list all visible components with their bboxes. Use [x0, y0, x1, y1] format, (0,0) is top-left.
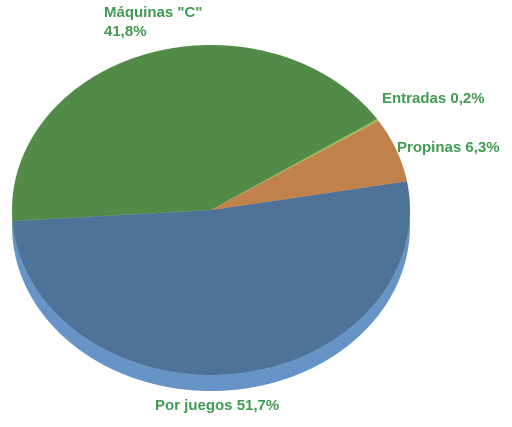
slice-label: Por juegos 51,7%	[155, 397, 279, 414]
value-label: 51,7%	[237, 397, 280, 414]
category-label: Por juegos	[155, 397, 233, 414]
value-label: 6,3%	[465, 139, 499, 156]
slice-label: Propinas 6,3%	[397, 139, 500, 156]
value-label: 41,8%	[104, 23, 147, 40]
category-label: Máquinas "C"	[104, 4, 202, 21]
category-label: Entradas	[382, 90, 446, 107]
pie-slice	[211, 120, 407, 210]
pie-slice	[211, 119, 379, 210]
slice-label: Entradas 0,2%	[382, 90, 485, 107]
pie-slice	[12, 181, 410, 375]
category-label: Propinas	[397, 139, 461, 156]
slice-label: Máquinas "C" 41,8%	[104, 4, 202, 40]
pie-slice	[12, 45, 378, 222]
value-label: 0,2%	[450, 90, 484, 107]
